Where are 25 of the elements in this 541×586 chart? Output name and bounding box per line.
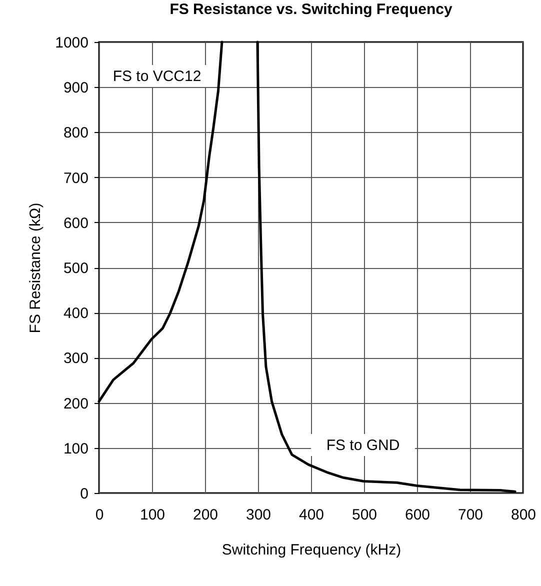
x-axis-title: Switching Frequency (kHz) xyxy=(222,542,402,558)
chart-title: FS Resistance vs. Switching Frequency xyxy=(170,1,453,18)
y-tick-label: 900 xyxy=(63,80,88,97)
y-tick-label: 0 xyxy=(80,486,88,502)
x-tick-label: 500 xyxy=(352,506,378,524)
x-tick-label: 400 xyxy=(298,506,324,524)
y-tick-label: 1000 xyxy=(55,34,88,52)
x-tick-label: 300 xyxy=(246,506,272,524)
annotation: FS to GND xyxy=(326,437,400,454)
y-tick-label: 400 xyxy=(63,305,88,322)
x-tick-label: 800 xyxy=(510,506,536,524)
y-tick-label: 700 xyxy=(63,170,88,187)
y-tick-label: 600 xyxy=(63,214,88,232)
annotation: FS to VCC12 xyxy=(112,68,202,85)
x-tick-label: 0 xyxy=(95,506,104,524)
x-tick-label: 100 xyxy=(140,506,166,524)
x-tick-label: 700 xyxy=(458,506,484,524)
y-tick-label: 200 xyxy=(63,395,88,412)
y-tick-label: 100 xyxy=(63,440,88,458)
x-tick-label: 200 xyxy=(192,506,218,524)
y-tick-label: 300 xyxy=(63,350,88,368)
x-tick-label: 600 xyxy=(404,506,430,524)
y-tick-label: 500 xyxy=(63,260,88,277)
y-axis-title: FS Resistance (kΩ) xyxy=(27,202,44,334)
y-tick-label: 800 xyxy=(63,124,88,142)
